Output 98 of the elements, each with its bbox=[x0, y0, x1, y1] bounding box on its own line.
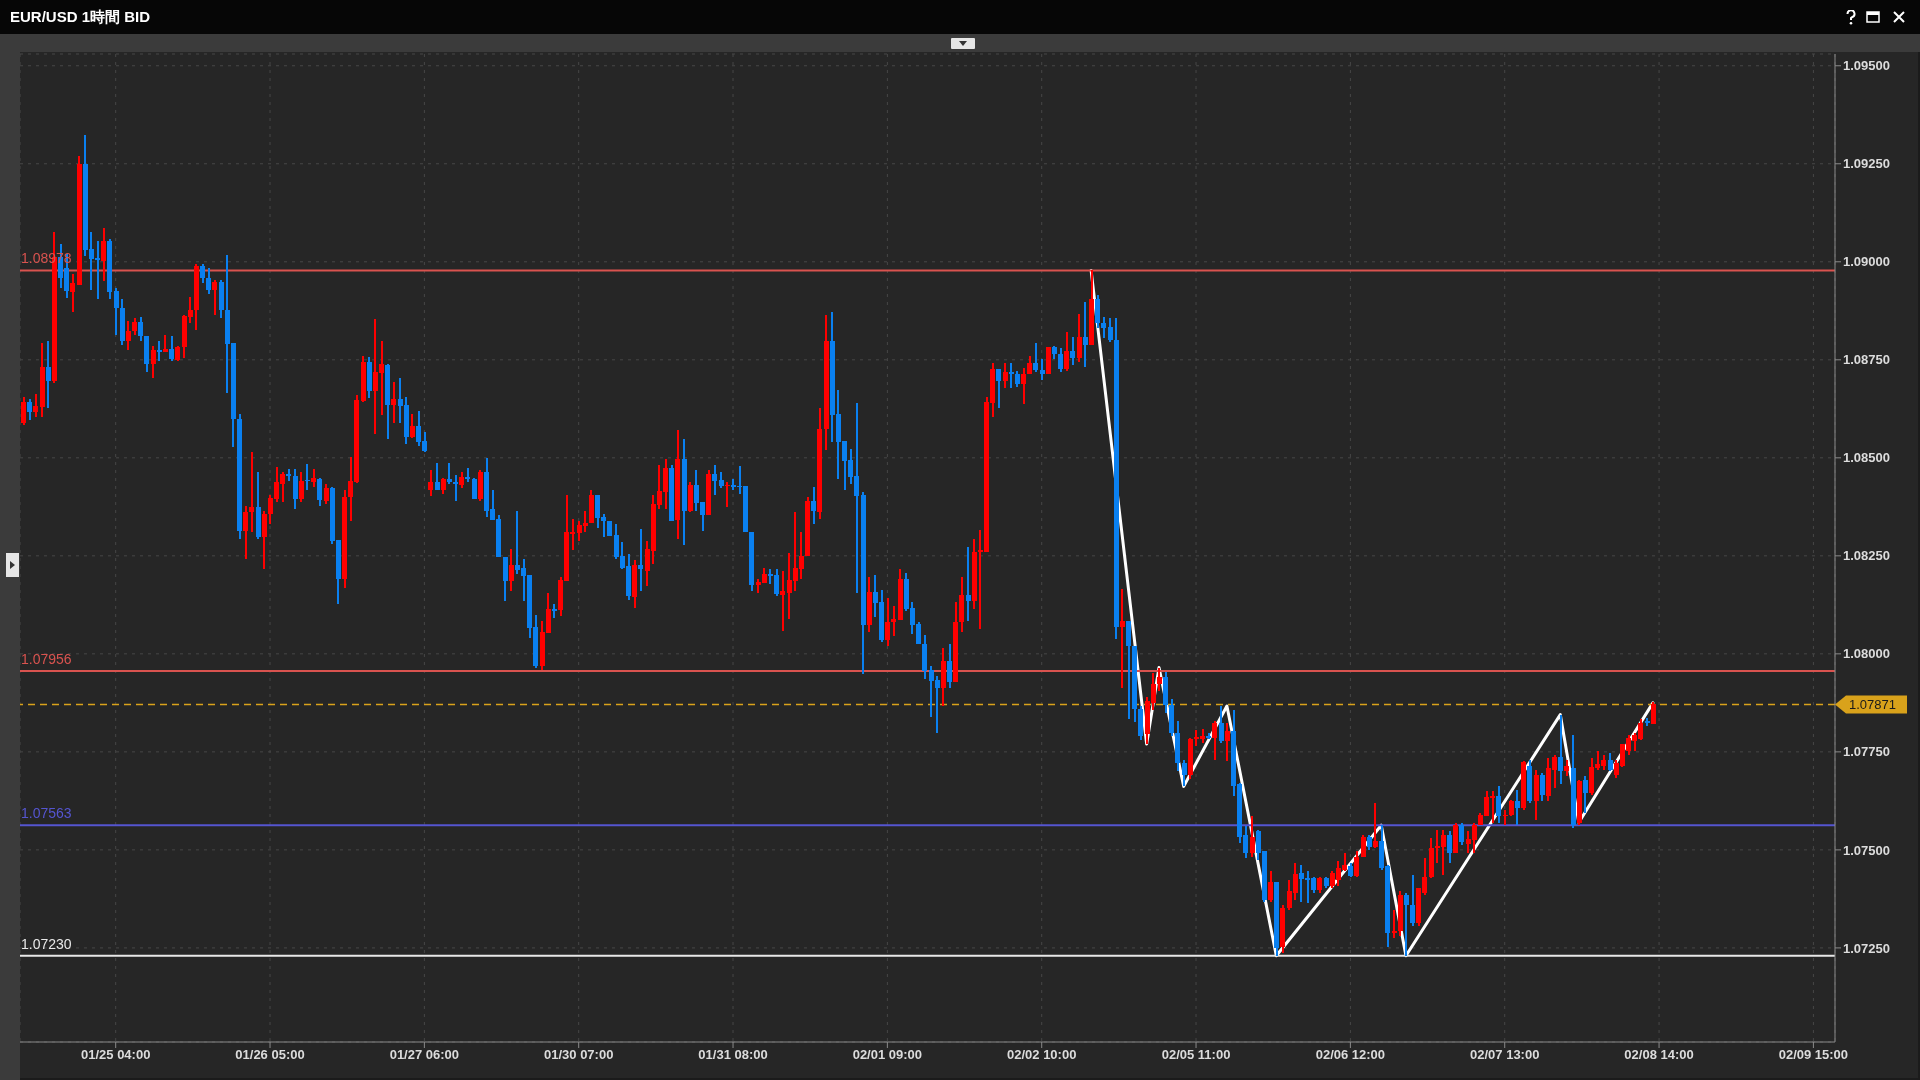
candlestick bbox=[885, 597, 891, 648]
candlestick bbox=[1249, 815, 1255, 858]
candlestick bbox=[33, 393, 39, 418]
candlestick bbox=[212, 279, 218, 316]
y-tick-label: 1.09500 bbox=[1843, 58, 1890, 74]
candlestick bbox=[1095, 294, 1101, 330]
ref-line-label: 1.07230 bbox=[21, 935, 72, 952]
candlestick bbox=[125, 320, 131, 351]
candlestick bbox=[996, 368, 1002, 410]
ref-line-label: 1.07871 bbox=[1849, 697, 1896, 713]
candlestick bbox=[1224, 721, 1230, 763]
y-tick-label: 1.08000 bbox=[1843, 646, 1890, 662]
candlestick bbox=[249, 450, 255, 534]
candlestick bbox=[780, 569, 786, 633]
x-tick-label: 01/31 08:00 bbox=[698, 1047, 768, 1063]
candlestick bbox=[1360, 833, 1366, 858]
candlestick bbox=[508, 548, 514, 593]
ref-line-label: 1.07563 bbox=[21, 805, 72, 822]
x-tick-label: 02/05 11:00 bbox=[1161, 1047, 1231, 1063]
candlestick bbox=[1107, 317, 1113, 343]
candlestick bbox=[150, 345, 156, 380]
candlestick bbox=[1070, 335, 1076, 367]
candlestick bbox=[1082, 300, 1088, 368]
candlestick bbox=[1156, 666, 1162, 693]
candlestick bbox=[1021, 366, 1027, 405]
candlestick bbox=[311, 467, 317, 489]
candlestick bbox=[1447, 830, 1453, 865]
candlestick bbox=[317, 477, 323, 507]
candlestick bbox=[21, 395, 26, 427]
x-tick-label: 02/09 15:00 bbox=[1778, 1047, 1849, 1063]
x-tick-label: 01/30 07:00 bbox=[544, 1047, 614, 1063]
candlestick bbox=[138, 315, 144, 343]
candlestick bbox=[434, 461, 440, 492]
candlestick bbox=[947, 643, 953, 689]
candlestick bbox=[1514, 788, 1520, 826]
candlestick bbox=[1058, 347, 1064, 374]
candlestick bbox=[965, 546, 971, 622]
candlestick bbox=[1410, 873, 1416, 928]
x-tick-label: 01/27 06:00 bbox=[389, 1047, 460, 1063]
x-tick-label: 02/01 09:00 bbox=[852, 1047, 923, 1063]
candlestick bbox=[298, 470, 304, 504]
candlestick bbox=[811, 486, 817, 526]
candlestick bbox=[1218, 705, 1224, 744]
y-tick-label: 1.08500 bbox=[1843, 450, 1890, 466]
candlestick bbox=[409, 412, 415, 439]
candlestick bbox=[1496, 785, 1502, 824]
candlestick bbox=[1212, 720, 1218, 761]
candlestick bbox=[391, 380, 397, 425]
y-tick-label: 1.09250 bbox=[1843, 156, 1890, 172]
x-tick-label: 01/25 04:00 bbox=[80, 1047, 151, 1063]
candlestick bbox=[1459, 821, 1465, 846]
y-tick-label: 1.07500 bbox=[1843, 842, 1890, 858]
candlestick bbox=[113, 286, 119, 336]
candlestick bbox=[1582, 775, 1588, 815]
candlestick bbox=[712, 463, 718, 496]
candlestick bbox=[1008, 361, 1014, 390]
candlestick bbox=[1607, 752, 1613, 773]
candlestick bbox=[1119, 587, 1125, 689]
candlestick bbox=[1558, 713, 1564, 786]
x-tick-label: 02/08 14:00 bbox=[1624, 1047, 1694, 1063]
candlestick bbox=[1033, 341, 1039, 373]
y-tick-label: 1.09000 bbox=[1843, 254, 1890, 270]
x-tick-label: 01/26 05:00 bbox=[235, 1047, 305, 1063]
candlestick bbox=[1403, 892, 1409, 957]
candlestick bbox=[1268, 870, 1274, 903]
candlestick bbox=[243, 504, 249, 561]
candlestick bbox=[1181, 758, 1187, 788]
candlestick bbox=[638, 528, 644, 593]
candlestick bbox=[1076, 312, 1082, 363]
candlestick bbox=[1002, 361, 1008, 390]
candlestick bbox=[200, 262, 206, 284]
candlestick bbox=[70, 273, 76, 313]
candlestick bbox=[27, 398, 33, 422]
chart-title: EUR/USD 1時間 BID bbox=[10, 8, 151, 27]
candlestick bbox=[1391, 908, 1397, 940]
x-tick-label: 02/02 10:00 bbox=[1007, 1047, 1077, 1063]
candlestick bbox=[292, 467, 298, 510]
candlestick bbox=[101, 227, 107, 282]
candlestick bbox=[1539, 772, 1545, 803]
candlestick bbox=[891, 605, 897, 637]
candlestick bbox=[206, 266, 212, 296]
y-tick-label: 1.07750 bbox=[1843, 744, 1890, 760]
y-tick-label: 1.08750 bbox=[1843, 352, 1890, 368]
y-tick-label: 1.08250 bbox=[1843, 548, 1890, 564]
candlestick bbox=[453, 474, 459, 502]
y-tick-label: 1.07250 bbox=[1843, 940, 1890, 956]
candlestick bbox=[323, 482, 329, 506]
candlestick bbox=[428, 469, 434, 498]
x-tick-label: 02/07 13:00 bbox=[1470, 1047, 1540, 1063]
candlestick bbox=[1372, 801, 1378, 849]
candlestick bbox=[45, 340, 51, 410]
x-tick-label: 02/06 12:00 bbox=[1315, 1047, 1386, 1063]
ref-line-label: 1.07956 bbox=[21, 651, 72, 668]
candlestick bbox=[261, 509, 267, 571]
candlestick bbox=[1064, 330, 1070, 373]
candlestick bbox=[1354, 850, 1360, 878]
candlestick bbox=[169, 335, 175, 363]
candlestick bbox=[1101, 315, 1107, 340]
